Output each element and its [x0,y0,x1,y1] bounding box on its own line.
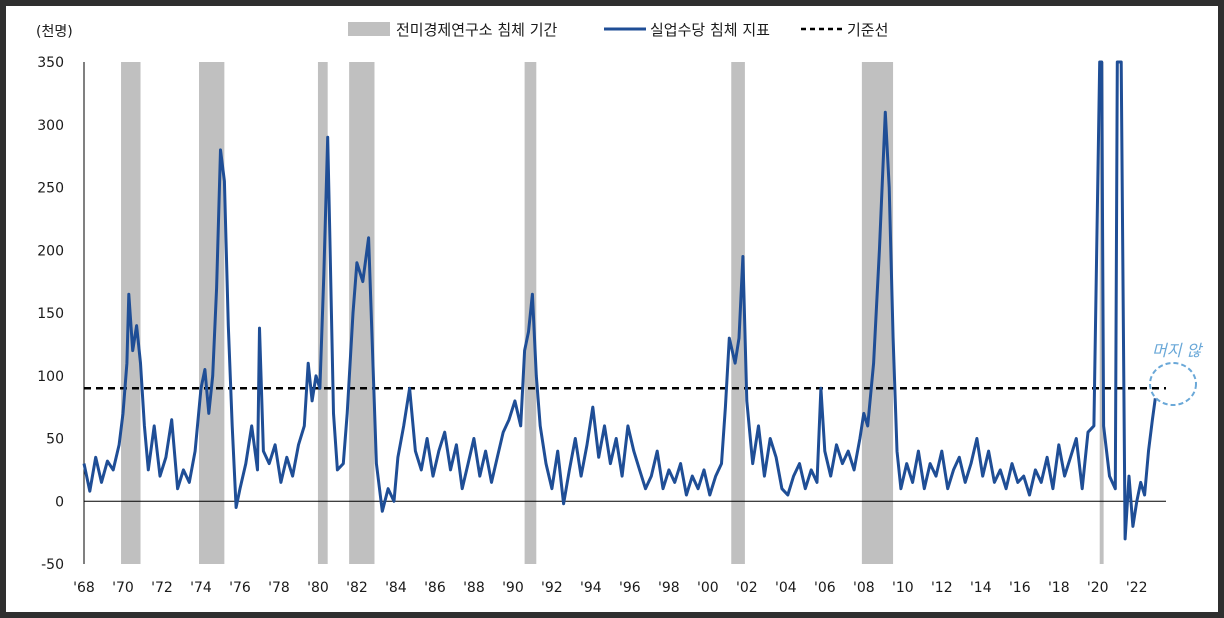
x-tick-label: '96 [619,580,641,596]
x-tick-label: '20 [1087,580,1109,596]
x-tick-label: '74 [190,580,212,596]
x-tick-label: '88 [463,580,485,596]
series-line-indicator [82,60,1157,541]
x-tick-label: '12 [931,580,953,596]
axes [83,62,1166,564]
unemployment-claims-chart: 350 300 250 200 150 100 50 0 -50 '68 '70 '72 '74 '76 '… [36,21,1204,596]
x-tick-label: '68 [73,580,95,596]
y-tick-label: 250 [37,181,64,197]
legend-label-baseline: 기준선 [847,21,888,39]
legend-label-indicator: 실업수당 침체 지표 [650,21,770,39]
x-tick-label: '08 [853,580,875,596]
y-tick-label: 150 [37,306,64,322]
x-tick-label: '84 [385,580,407,596]
x-tick-label: '16 [1009,580,1031,596]
x-tick-label: '82 [346,580,368,596]
series-layer [82,60,1157,541]
y-tick-label: 0 [55,494,64,510]
x-tick-label: '76 [229,580,251,596]
x-tick-label: '18 [1048,580,1070,596]
recession-band-1 [199,62,225,564]
x-tick-label: '00 [697,580,719,596]
x-tick-label: '14 [970,580,992,596]
x-tick-label: '78 [268,580,290,596]
x-tick-label: '06 [814,580,836,596]
legend-label-recession: 전미경제연구소 침체 기간 [396,21,558,39]
y-tick-label: 350 [37,55,64,71]
recession-bands [121,62,1104,564]
y-tick-label: 300 [37,118,64,134]
annotation-text: 머지 않 [1152,341,1204,360]
y-tick-label: 100 [37,369,64,385]
x-tick-label: '22 [1126,580,1148,596]
x-tick-label: '90 [502,580,524,596]
recession-band-5 [731,62,745,564]
chart-frame: 350 300 250 200 150 100 50 0 -50 '68 '70 '72 '74 '76 '… [6,6,1218,612]
legend-swatch-recession [348,22,390,36]
x-tick-label: '02 [736,580,758,596]
annotation: 머지 않 [1149,341,1204,406]
y-tick-label: 50 [46,432,64,448]
y-tick-label: -50 [41,557,64,573]
x-tick-label: '92 [541,580,563,596]
x-tick-label: '94 [580,580,602,596]
legend: 전미경제연구소 침체 기간 실업수당 침체 지표 기준선 [348,21,888,39]
x-tick-label: '70 [112,580,134,596]
x-tick-label: '86 [424,580,446,596]
x-tick-label: '04 [775,580,797,596]
x-tick-label: '98 [658,580,680,596]
tick-labels: 350 300 250 200 150 100 50 0 -50 '68 '70 '72 '74 '76 '… [37,55,1147,596]
x-tick-label: '80 [307,580,329,596]
x-tick-label: '10 [892,580,914,596]
y-axis-label: (천명) [36,24,73,40]
annotation-circle [1149,362,1197,406]
y-tick-label: 200 [37,243,64,259]
x-tick-label: '72 [151,580,173,596]
